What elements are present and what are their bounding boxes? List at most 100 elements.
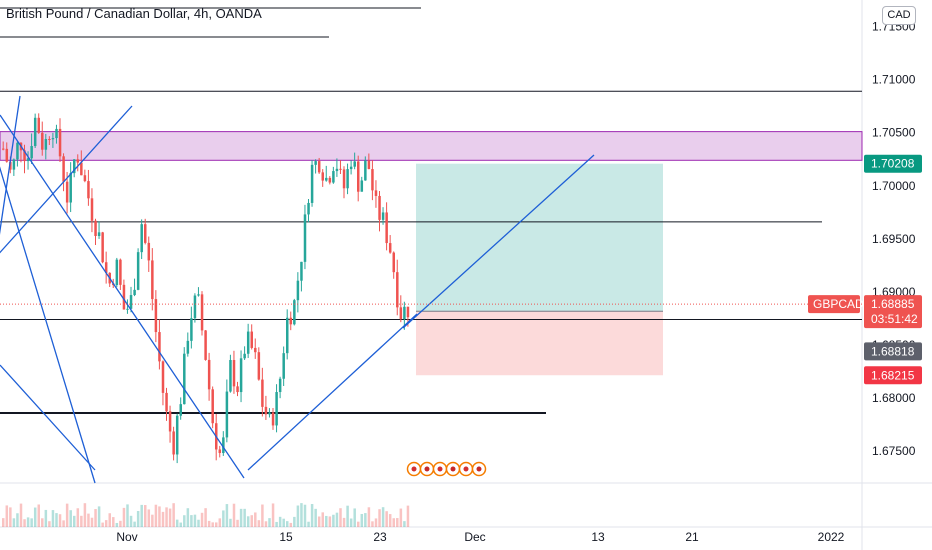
candle-body bbox=[62, 156, 65, 182]
candle-body bbox=[278, 378, 282, 393]
candle-body bbox=[204, 330, 207, 360]
candle-body bbox=[44, 139, 48, 150]
volume-bar bbox=[396, 518, 399, 527]
target-price-tag-bg bbox=[864, 154, 922, 173]
volume-bar bbox=[325, 515, 328, 527]
price-tick-label: 1.70500 bbox=[872, 126, 916, 140]
candle-body bbox=[307, 202, 310, 215]
candle-body bbox=[65, 181, 69, 203]
volume-bar bbox=[204, 508, 207, 527]
volume-bar bbox=[58, 514, 62, 527]
candle-body bbox=[104, 262, 108, 273]
candle-body bbox=[360, 180, 364, 192]
volume-bar bbox=[80, 515, 83, 527]
volume-bar bbox=[122, 507, 126, 527]
candle-body bbox=[165, 392, 168, 412]
volume-bar bbox=[83, 503, 87, 527]
volume-bar bbox=[378, 509, 381, 527]
candle-body bbox=[250, 331, 253, 348]
candle-body bbox=[254, 347, 257, 353]
volume-bar bbox=[222, 510, 225, 527]
candle-body bbox=[168, 411, 172, 432]
volume-bar bbox=[2, 518, 5, 527]
candle-body bbox=[115, 259, 119, 286]
candle-body bbox=[37, 117, 40, 133]
volume-bar bbox=[161, 511, 165, 527]
candle-body bbox=[268, 412, 271, 415]
candle-body bbox=[144, 224, 147, 243]
volume-bar bbox=[307, 521, 310, 527]
volume-bar bbox=[23, 519, 26, 527]
trendline bbox=[0, 364, 96, 471]
candle-body bbox=[239, 358, 243, 393]
volume-bar bbox=[360, 513, 364, 527]
event-icon-dot bbox=[424, 466, 430, 472]
candle-body bbox=[296, 280, 300, 301]
volume-bar bbox=[73, 515, 76, 527]
event-icon-dot bbox=[411, 466, 417, 472]
candle-body bbox=[293, 300, 296, 325]
time-tick-label: 21 bbox=[685, 530, 699, 544]
candle-body bbox=[328, 177, 332, 183]
candle-body bbox=[154, 299, 158, 333]
volume-bar bbox=[97, 506, 101, 527]
volume-bar bbox=[44, 509, 48, 527]
time-tick-label: 15 bbox=[279, 530, 293, 544]
volume-bar bbox=[257, 520, 261, 527]
volume-bar bbox=[303, 504, 307, 527]
candle-body bbox=[406, 306, 410, 318]
candle-body bbox=[119, 259, 122, 285]
candle-body bbox=[325, 177, 328, 181]
candle-body bbox=[55, 128, 58, 139]
candle-body bbox=[399, 307, 403, 320]
candle-body bbox=[367, 160, 371, 170]
volume-bar bbox=[300, 503, 303, 527]
volume-bar bbox=[261, 504, 264, 527]
candle-body bbox=[30, 146, 33, 159]
volume-bar bbox=[293, 516, 296, 527]
currency-button[interactable]: CAD bbox=[882, 6, 916, 25]
candle-body bbox=[80, 162, 83, 176]
candle-body bbox=[222, 437, 225, 454]
volume-bar bbox=[90, 517, 94, 527]
time-tick-label: 13 bbox=[591, 530, 605, 544]
candle-body bbox=[310, 164, 314, 203]
last-price-text: 1.68885 bbox=[871, 297, 915, 311]
event-icon-dot bbox=[463, 466, 469, 472]
volume-bar bbox=[406, 505, 410, 527]
volume-bar bbox=[193, 514, 197, 527]
volume-bar bbox=[48, 521, 51, 527]
candle-body bbox=[218, 449, 222, 454]
trendline bbox=[0, 105, 133, 254]
candle-body bbox=[190, 318, 193, 341]
candle-body bbox=[133, 289, 136, 296]
candle-body bbox=[69, 173, 72, 203]
volume-bar bbox=[165, 507, 168, 527]
candle-body bbox=[126, 308, 129, 310]
candle-body bbox=[243, 353, 246, 359]
volume-bar bbox=[158, 506, 161, 527]
volume-bar bbox=[151, 514, 154, 527]
volume-bar bbox=[55, 513, 58, 527]
entry-price-tag-bg bbox=[864, 342, 922, 361]
trendline bbox=[402, 154, 595, 329]
volume-bar bbox=[51, 510, 55, 527]
candle-body bbox=[12, 159, 16, 170]
volume-bar bbox=[357, 521, 360, 527]
volume-bar bbox=[197, 519, 200, 527]
volume-bar bbox=[246, 516, 250, 527]
volume-bar bbox=[229, 518, 232, 527]
volume-bar bbox=[218, 518, 222, 527]
time-axis: Nov 15 23 Dec 13 21 2022 bbox=[116, 530, 844, 544]
candle-body bbox=[392, 252, 395, 273]
volume-bar bbox=[41, 518, 44, 527]
volume-bar bbox=[239, 508, 243, 527]
candle-body bbox=[385, 212, 388, 244]
event-icon-dot bbox=[476, 466, 482, 472]
trendline bbox=[247, 313, 418, 471]
volume-bar bbox=[76, 508, 80, 527]
volume-bar bbox=[321, 512, 324, 527]
supply-zone bbox=[0, 131, 863, 161]
candle-body bbox=[48, 139, 51, 141]
